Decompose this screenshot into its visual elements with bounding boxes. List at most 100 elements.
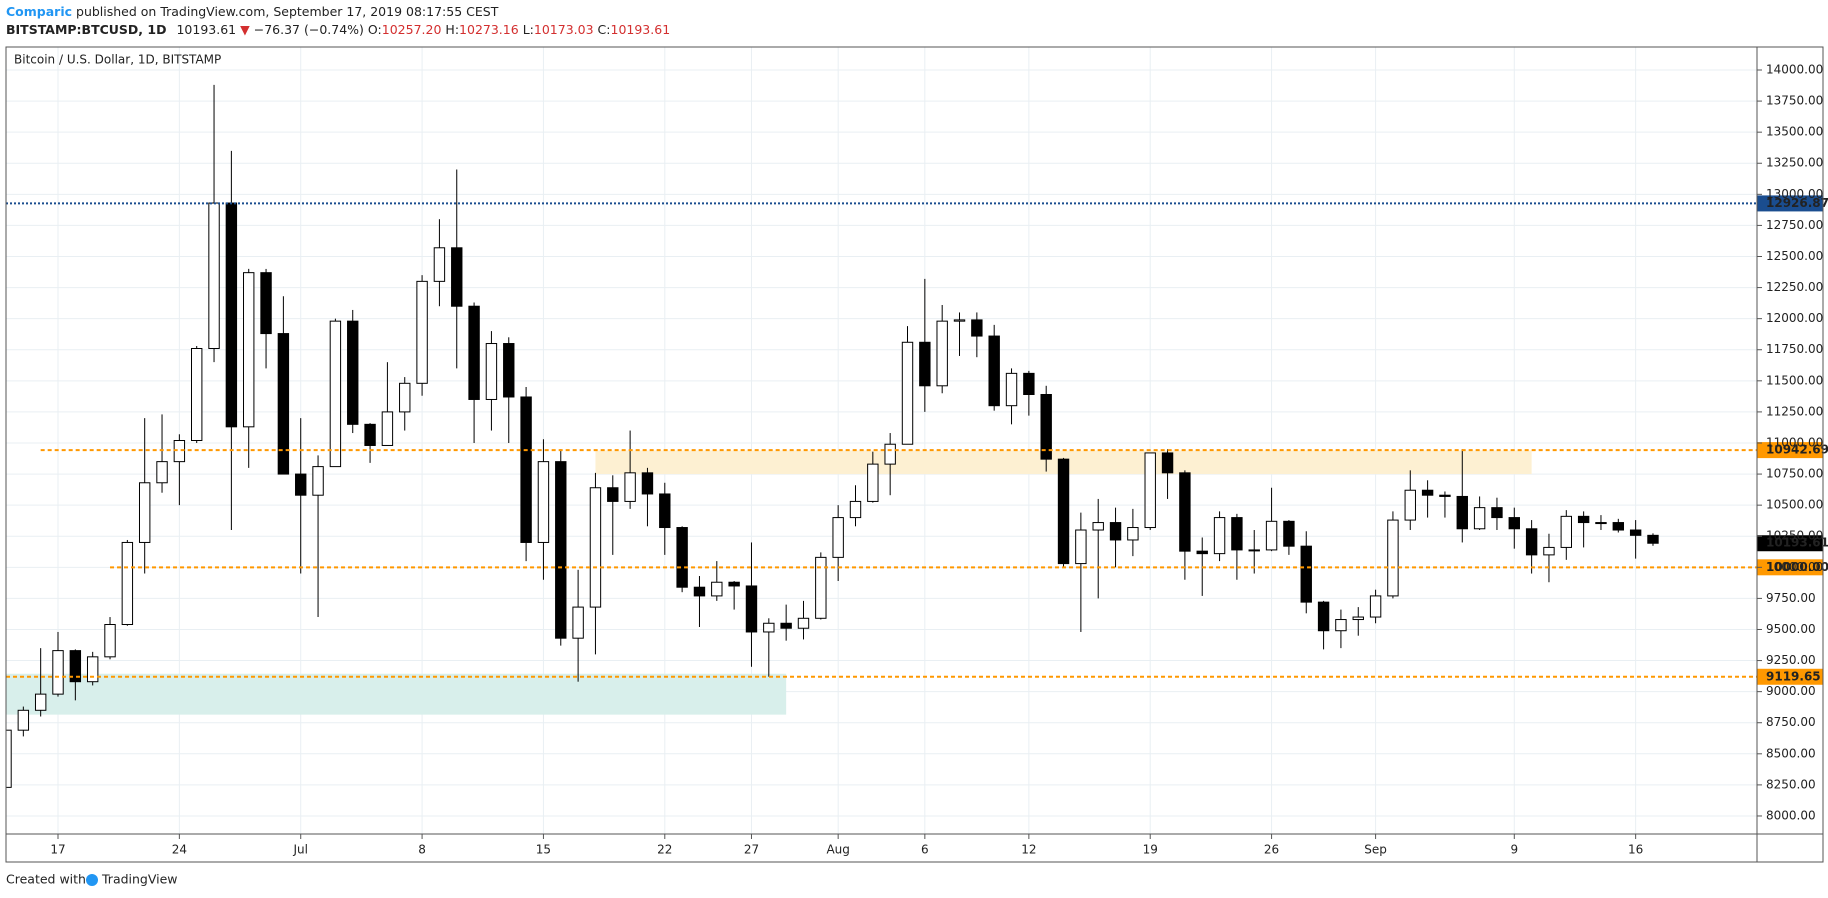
x-tick-label: 9 — [1510, 843, 1518, 857]
candle-body — [416, 280, 428, 384]
candle-body — [52, 650, 64, 695]
x-tick-label: 16 — [1628, 843, 1643, 857]
candle-body — [832, 517, 844, 558]
y-tick-label: 13750.00 — [1766, 94, 1823, 108]
y-tick-label: 9250.00 — [1766, 653, 1816, 667]
axis: 8000.00 8250.00 8500.00 8750.00 9000.00 9250.… — [50, 63, 1823, 857]
x-tick-label: 17 — [50, 843, 65, 857]
candle-body — [693, 586, 706, 597]
y-tick-label: 8000.00 — [1766, 808, 1816, 822]
candle-body — [1161, 452, 1174, 474]
candle-body — [780, 622, 792, 629]
x-tick-label: 27 — [744, 843, 759, 857]
candle-body — [1387, 519, 1399, 597]
candle-body — [1421, 489, 1434, 496]
candle-body — [1075, 529, 1087, 565]
candle-body — [312, 466, 324, 496]
candle-body — [1508, 517, 1520, 530]
candle-body — [1005, 372, 1018, 407]
candle-body — [1595, 522, 1607, 525]
y-tick-label: 9750.00 — [1766, 591, 1816, 605]
last-price-tag — [1757, 535, 1823, 552]
candle-body — [659, 493, 671, 529]
candle-body — [1300, 545, 1312, 603]
candle-body — [901, 341, 914, 445]
candle-body — [191, 347, 203, 441]
header-line-2: BITSTAMP:BTCUSD, 1D 10193.61 ▼ −76.37 (−0.7… — [6, 22, 670, 37]
x-tick-label: 12 — [1021, 843, 1036, 857]
candle-body — [1629, 529, 1642, 536]
candle-body — [589, 487, 602, 608]
ohlc-l-label: L: — [523, 22, 534, 37]
level-tag-label: 10942.69 — [1766, 443, 1828, 457]
candle-body — [1127, 527, 1139, 541]
candle-body — [849, 500, 862, 519]
candle-body — [1057, 458, 1070, 565]
candle-body — [676, 527, 688, 588]
candle-body — [399, 382, 411, 413]
candles — [6, 84, 1659, 792]
candle-body — [1560, 515, 1572, 548]
x-tick-label: 24 — [172, 843, 187, 857]
candle-body — [1231, 517, 1243, 551]
y-tick-label: 13250.00 — [1766, 156, 1823, 170]
candle-body — [86, 656, 99, 683]
candle-body — [1647, 534, 1659, 544]
x-tick-label: Sep — [1364, 843, 1387, 857]
y-tick-label: 10250.00 — [1766, 529, 1823, 543]
candle-body — [1404, 489, 1416, 521]
candle-body — [208, 202, 220, 349]
price: 10193.61 — [176, 22, 236, 37]
candle-body — [1179, 472, 1191, 552]
candle-body — [1092, 522, 1104, 531]
level-tag — [1757, 668, 1823, 685]
candle-body — [277, 333, 290, 475]
candle-body — [1196, 550, 1208, 555]
candle-body — [138, 482, 151, 543]
author[interactable]: Comparic — [6, 4, 72, 19]
candle-body — [329, 320, 342, 468]
candle-body — [468, 305, 480, 400]
published: published on TradingView.com, September … — [72, 4, 499, 19]
ohlc-o: 10257.20 — [382, 22, 442, 37]
candle-body — [34, 693, 47, 711]
level-tag — [1757, 442, 1823, 459]
candle-body — [156, 461, 168, 484]
candle-body — [1317, 601, 1330, 632]
candle-body — [1109, 522, 1122, 541]
candle-body — [971, 319, 983, 337]
footer-brand[interactable]: TradingView — [101, 872, 178, 887]
candle-body — [260, 272, 272, 335]
candle-body — [1144, 452, 1156, 529]
y-tick-label: 9000.00 — [1766, 684, 1816, 698]
candle-body — [641, 472, 654, 495]
candle-body — [1577, 515, 1590, 524]
y-tick-label: 13500.00 — [1766, 125, 1823, 139]
candle-body — [988, 335, 1000, 407]
last-price-label: 10193.61 — [1766, 536, 1828, 550]
candle-body — [17, 709, 30, 731]
candle-body — [728, 581, 740, 587]
x-tick-label: Jul — [292, 843, 307, 857]
candle-body — [919, 341, 931, 387]
candle-body — [607, 487, 619, 502]
y-tick-label: 9500.00 — [1766, 622, 1816, 636]
candle-body — [815, 556, 827, 619]
y-tick-label: 8250.00 — [1766, 777, 1816, 791]
candle-body — [1248, 549, 1260, 552]
candle-body — [364, 423, 376, 446]
y-tick-label: 11750.00 — [1766, 342, 1823, 356]
chart-title: Bitcoin / U.S. Dollar, 1D, BITSTAMP — [14, 53, 221, 67]
y-tick-label: 10750.00 — [1766, 467, 1823, 481]
candle-body — [1369, 595, 1382, 618]
x-tick-label: 8 — [418, 843, 426, 857]
candle-body — [763, 622, 775, 633]
candle-body — [555, 461, 567, 639]
ohlc-o-label: O: — [368, 22, 382, 37]
candle-body — [104, 624, 116, 658]
candle-body — [1612, 522, 1625, 531]
x-tick-label: 6 — [921, 843, 929, 857]
x-tick-label: 26 — [1264, 843, 1279, 857]
